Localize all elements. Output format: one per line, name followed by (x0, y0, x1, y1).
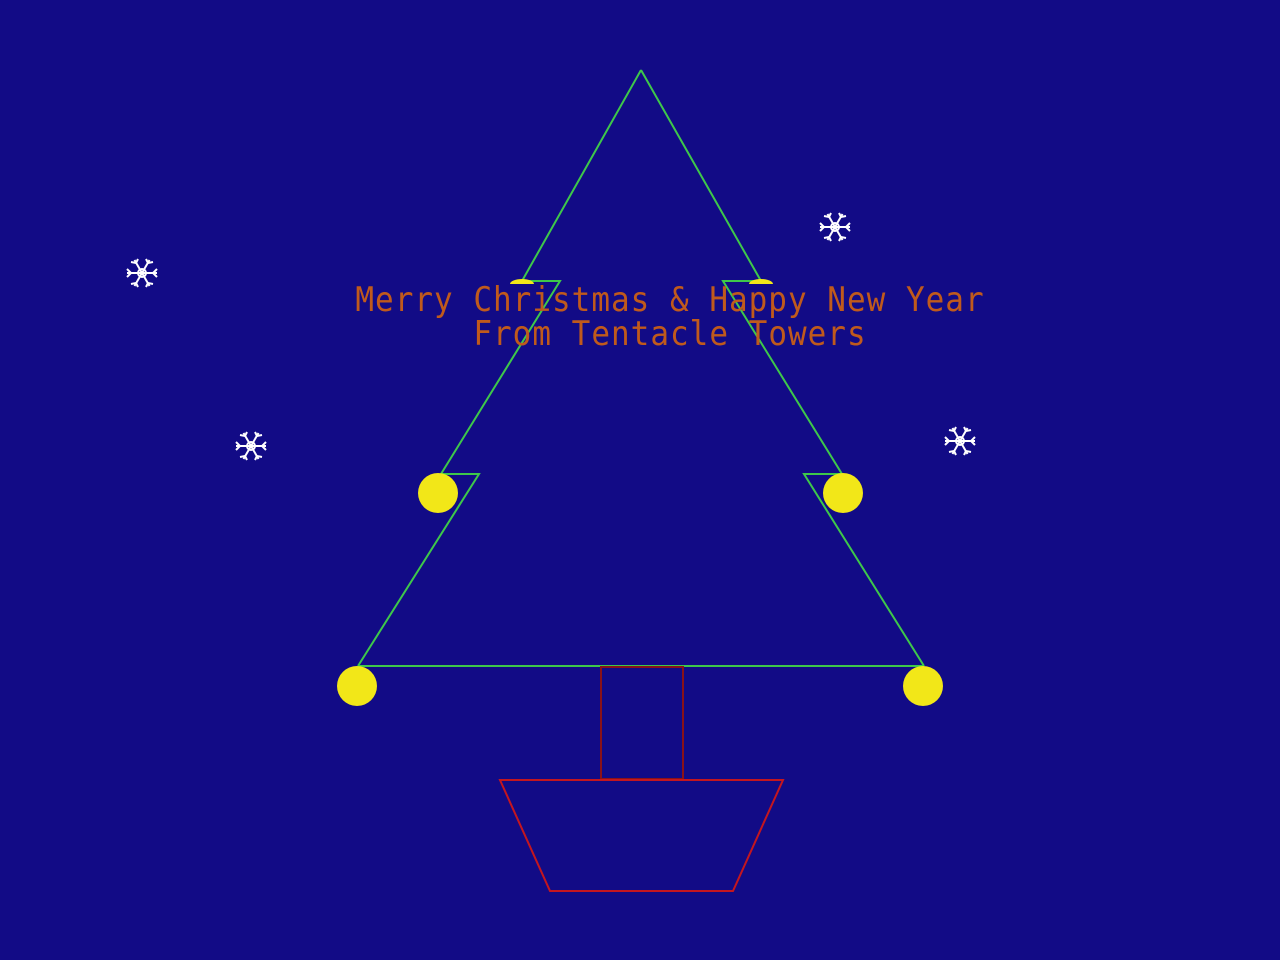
tree-outline-left (357, 69, 642, 667)
tree-outline-right (640, 69, 925, 667)
ornament-icon (337, 666, 377, 706)
ornament-icon (823, 473, 863, 513)
ornament-icon (903, 666, 943, 706)
greeting-line-1: Merry Christmas & Happy New Year (355, 280, 985, 320)
greeting-line-2: From Tentacle Towers (473, 314, 867, 354)
ornaments (337, 279, 943, 706)
ornament-icon (749, 279, 773, 284)
ornament-icon (510, 279, 534, 284)
tree-pot (498, 779, 785, 892)
ornament-icon (418, 473, 458, 513)
